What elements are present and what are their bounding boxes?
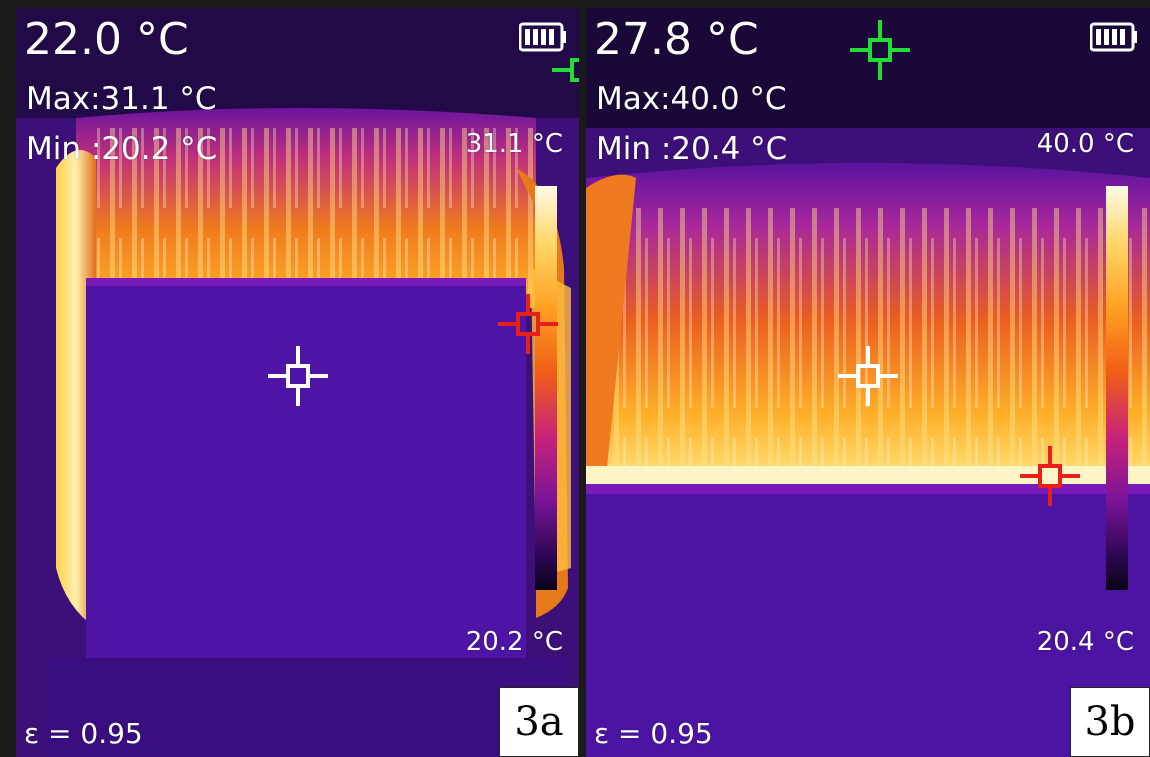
figure-label: 3a <box>499 687 579 757</box>
figure-label: 3b <box>1070 687 1150 757</box>
scale-low-label: 20.2 °C <box>465 627 563 657</box>
max-temperature: Max:31.1 °C <box>26 81 217 117</box>
emissivity-readout: ε = 0.95 <box>24 717 143 750</box>
thermal-panel-3a: 22.0 °C Max:31.1 °C Min :20.2 °C 31.1 °C… <box>16 8 579 757</box>
thermal-panel-3b: 27.8 °C Max:40.0 °C Min :20.4 °C 40.0 °C… <box>586 8 1150 757</box>
min-temperature: Min :20.4 °C <box>596 131 788 167</box>
scale-high-label: 31.1 °C <box>465 129 563 159</box>
center-crosshair-icon <box>838 346 898 406</box>
current-temperature: 27.8 °C <box>594 14 759 65</box>
battery-icon <box>1090 22 1137 52</box>
current-temperature: 22.0 °C <box>24 14 189 65</box>
cold-spot-crosshair-icon <box>850 20 910 80</box>
thermal-image-3b <box>586 8 1150 757</box>
emissivity-readout: ε = 0.95 <box>594 717 713 750</box>
battery-icon <box>519 22 566 52</box>
min-temperature: Min :20.2 °C <box>26 131 218 167</box>
scale-low-label: 20.4 °C <box>1036 627 1134 657</box>
center-crosshair-icon <box>268 346 328 406</box>
cold-spot-crosshair-icon <box>552 58 579 82</box>
temperature-scale-bar <box>1106 186 1128 590</box>
temperature-scale-bar <box>535 186 557 590</box>
hot-spot-crosshair-icon <box>498 294 558 354</box>
hot-spot-crosshair-icon <box>1020 446 1080 506</box>
max-temperature: Max:40.0 °C <box>596 81 787 117</box>
scale-high-label: 40.0 °C <box>1036 129 1134 159</box>
